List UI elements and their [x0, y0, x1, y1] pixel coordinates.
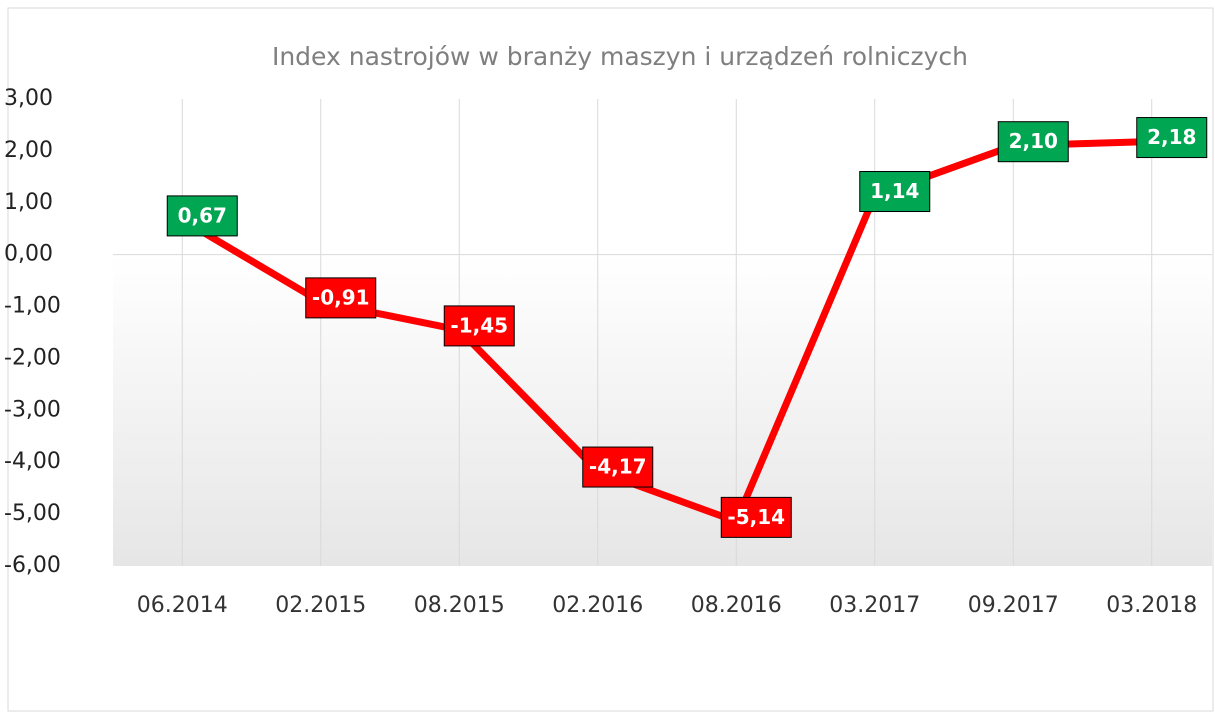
data-label-box — [997, 121, 1069, 163]
data-label-box — [305, 277, 377, 319]
chart-title: Index nastrojów w branży maszyn i urządz… — [272, 42, 968, 71]
data-label-box — [443, 305, 515, 347]
x-tick-label: 06.2014 — [137, 593, 228, 618]
data-label-box — [582, 446, 654, 488]
data-label: -1,45 — [450, 313, 508, 337]
data-label: -5,14 — [727, 505, 785, 529]
data-label: -4,17 — [589, 455, 647, 479]
y-tick-label: 1,00 — [4, 190, 53, 215]
y-tick-label: -2,00 — [4, 345, 61, 370]
data-label: 2,18 — [1147, 125, 1196, 149]
x-tick-label: 09.2017 — [968, 593, 1059, 618]
x-tick-label: 03.2017 — [829, 593, 920, 618]
data-label: -0,91 — [312, 285, 370, 309]
data-label-box — [720, 496, 792, 538]
data-label-box — [166, 195, 238, 237]
x-tick-label: 08.2015 — [414, 593, 505, 618]
x-tick-label: 08.2016 — [691, 593, 782, 618]
y-tick-label: 0,00 — [4, 242, 53, 267]
data-label-box — [1136, 117, 1208, 159]
y-tick-label: 3,00 — [4, 86, 53, 111]
y-tick-label: -1,00 — [4, 294, 61, 319]
y-tick-label: -6,00 — [4, 553, 61, 578]
data-label: 0,67 — [178, 203, 227, 227]
x-tick-label: 03.2018 — [1106, 593, 1197, 618]
y-tick-label: -3,00 — [4, 397, 61, 422]
y-tick-label: 2,00 — [4, 138, 53, 163]
y-tick-label: -5,00 — [4, 501, 61, 526]
negative-area — [113, 254, 1212, 566]
data-label: 2,10 — [1009, 129, 1058, 153]
x-tick-label: 02.2016 — [552, 593, 643, 618]
y-tick-label: -4,00 — [4, 449, 61, 474]
data-label: 1,14 — [870, 179, 919, 203]
data-label-box — [859, 171, 931, 213]
x-tick-label: 02.2015 — [275, 593, 366, 618]
